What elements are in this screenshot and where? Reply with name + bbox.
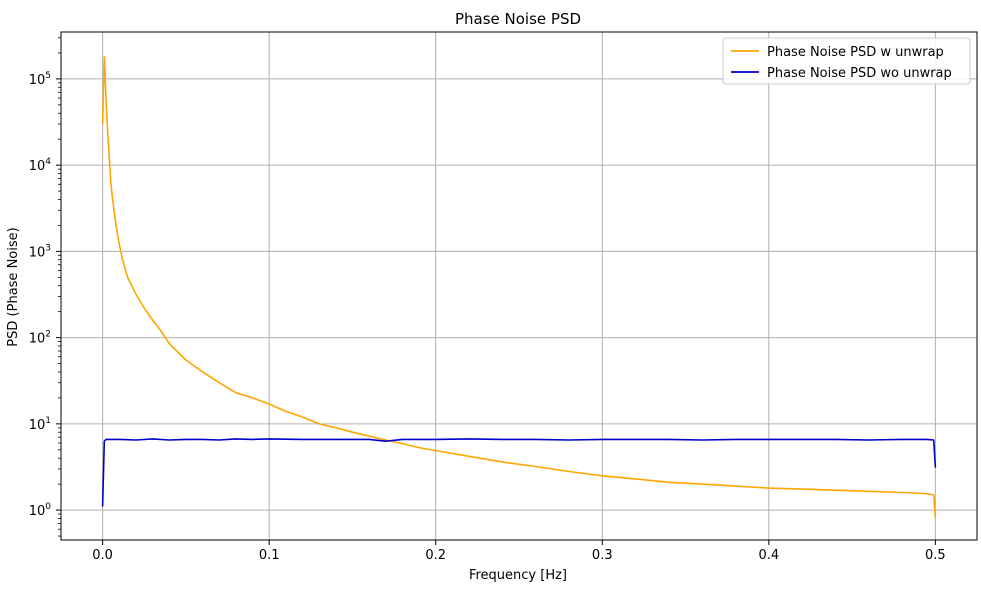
y-tick-label: 101 <box>29 416 51 433</box>
x-tick-label: 0.4 <box>758 548 779 563</box>
y-axis-ticks: 100 101 102 103 104 105 <box>29 37 61 537</box>
grid-lines <box>61 32 977 540</box>
y-tick-label: 104 <box>29 157 52 174</box>
x-tick-label: 0.3 <box>592 548 613 563</box>
x-tick-label: 0.5 <box>925 548 946 563</box>
series-lines <box>101 56 937 519</box>
legend-label-1: Phase Noise PSD w unwrap <box>767 45 944 60</box>
legend-label-2: Phase Noise PSD wo unwrap <box>767 66 952 81</box>
legend-box <box>722 37 971 85</box>
x-axis-label: Frequency [Hz] <box>469 568 567 583</box>
x-axis-ticks: 0.0 0.1 0.2 0.3 0.4 0.5 <box>92 540 946 563</box>
series-line-1 <box>101 56 937 519</box>
series-line-2 <box>101 438 937 507</box>
chart-title: Phase Noise PSD <box>455 10 581 28</box>
x-tick-label: 0.1 <box>259 548 280 563</box>
y-tick-label: 102 <box>29 330 51 347</box>
y-tick-label: 103 <box>29 243 51 260</box>
y-tick-label: 105 <box>29 71 51 88</box>
x-tick-label: 0.0 <box>92 548 113 563</box>
y-tick-label: 100 <box>29 502 52 519</box>
y-axis-label: PSD (Phase Noise) <box>6 227 21 346</box>
x-tick-label: 0.2 <box>425 548 446 563</box>
legend: Phase Noise PSD w unwrap Phase Noise PSD … <box>722 37 971 85</box>
